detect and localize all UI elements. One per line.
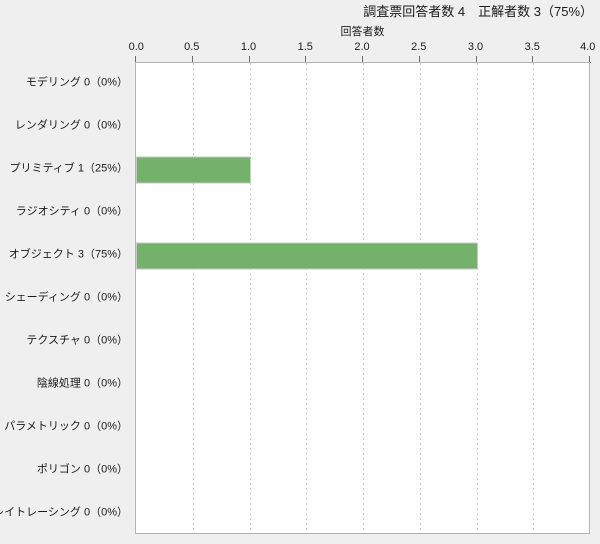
x-tick-mark [475, 56, 477, 62]
y-tick-label: ポリゴン 0（0%） [36, 463, 128, 476]
y-tick-label: テクスチャ 0（0%） [26, 334, 128, 347]
gridline [476, 63, 478, 533]
x-tick-mark [532, 56, 534, 62]
gridline [363, 63, 364, 533]
x-tick-label: 4.0 [580, 41, 596, 53]
y-tick-label: モデリング 0（0%） [25, 76, 128, 89]
gridline [419, 63, 421, 533]
x-tick-label: 1.0 [240, 41, 257, 53]
x-tick-mark [589, 56, 590, 62]
x-tick-mark [418, 56, 420, 62]
bar [136, 242, 478, 270]
y-tick-label: プリミティブ 1（25%） [9, 162, 128, 175]
x-tick-label: 3.5 [524, 41, 540, 53]
gridline [306, 63, 308, 533]
x-tick-mark [362, 56, 363, 62]
y-tick-label: オブジェクト 3（75%） [8, 248, 128, 261]
survey-summary-header: 調査票回答者数 4 正解者数 3（75%） [363, 4, 593, 19]
gridline [249, 63, 251, 533]
y-tick-label: シェーディング 0（0%） [4, 291, 128, 304]
gridline [192, 63, 194, 533]
x-tick-label: 0.5 [184, 41, 200, 53]
x-tick-mark [305, 56, 307, 62]
x-tick-mark [191, 56, 193, 62]
y-tick-label: パラメトリック 0（0%） [4, 420, 128, 433]
x-tick-label: 1.5 [297, 41, 313, 53]
bar [136, 156, 251, 184]
x-tick-mark [248, 56, 250, 62]
x-tick-label: 0.0 [128, 41, 144, 53]
bar-chart-plot-area [135, 62, 590, 534]
y-tick-label: 陰線処理 0（0%） [36, 377, 128, 390]
x-tick-label: 2.0 [354, 41, 370, 53]
x-tick-label: 3.0 [467, 41, 484, 53]
y-tick-label: レイトレーシング 0（0%） [0, 506, 128, 519]
x-tick-label: 2.5 [411, 41, 427, 53]
x-tick-mark [135, 56, 136, 62]
x-axis-title: 回答者数 [340, 26, 385, 38]
gridline [533, 63, 535, 533]
y-tick-label: レンダリング 0（0%） [14, 119, 128, 132]
y-tick-label: ラジオシティ 0（0%） [15, 205, 128, 218]
